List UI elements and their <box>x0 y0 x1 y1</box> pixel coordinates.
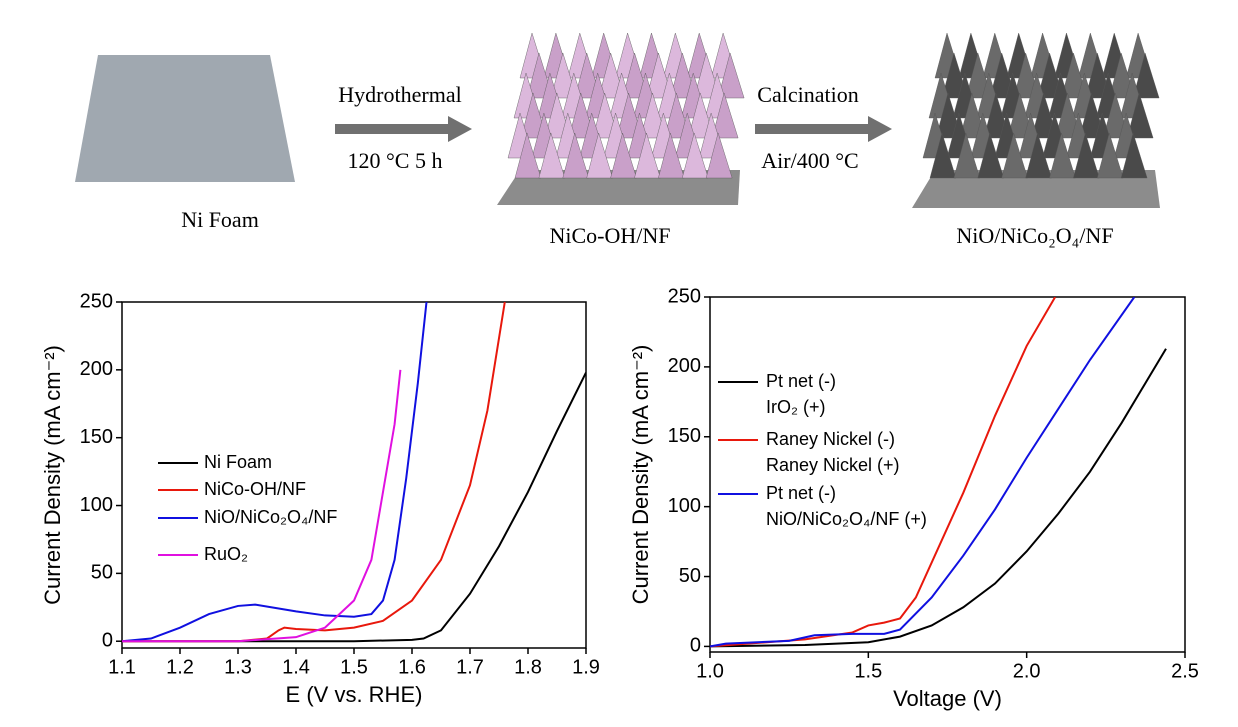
x-tick-label: 2.5 <box>1171 660 1199 682</box>
x-tick-label: 1.5 <box>340 656 368 678</box>
label: NiO/NiCo₂O₄/NF <box>956 223 1113 248</box>
fin <box>610 132 637 179</box>
series-line <box>122 302 506 643</box>
plate <box>497 170 740 205</box>
series-line <box>122 369 402 643</box>
series-line <box>122 372 586 643</box>
x-tick-label: 1.9 <box>572 656 600 678</box>
legend-label: NiO/NiCo₂O₄/NF (+) <box>766 509 927 529</box>
series-line <box>122 302 428 643</box>
label: 120 °C 5 h <box>348 148 443 173</box>
fin <box>711 92 739 139</box>
nio-structure <box>912 32 1160 208</box>
fin <box>705 132 733 179</box>
y-tick-label: 250 <box>668 285 701 307</box>
y-tick-label: 100 <box>80 494 113 516</box>
fin <box>586 132 613 179</box>
y-tick-label: 0 <box>102 629 113 651</box>
plot-frame <box>121 301 587 649</box>
chart: 0 50 100 150 200 250 1.0 1.5 2.0 2.5 Voltage (V) Cu… <box>628 285 1199 711</box>
x-axis-label: E (V vs. RHE) <box>286 682 423 707</box>
fin <box>562 132 590 179</box>
x-tick-label: 1.1 <box>108 656 136 678</box>
fin <box>1132 52 1160 99</box>
x-tick-label: 1.3 <box>224 656 252 678</box>
fin <box>929 132 957 179</box>
x-tick-label: 1.4 <box>282 656 310 678</box>
y-tick-label: 0 <box>690 635 701 657</box>
y-tick-label: 50 <box>91 562 113 584</box>
legend-label: Pt net (-) <box>766 371 836 391</box>
x-tick-label: 1.7 <box>456 656 484 678</box>
label: Calcination <box>757 82 858 107</box>
arrow <box>335 116 472 142</box>
y-axis-label: Current Density (mA cm⁻²) <box>628 345 653 605</box>
legend-label: RuO₂ <box>204 544 248 564</box>
fin <box>634 132 661 179</box>
fin <box>1049 132 1076 179</box>
fin <box>681 132 709 179</box>
fin <box>717 52 745 99</box>
x-tick-label: 1.2 <box>166 656 194 678</box>
y-tick-label: 200 <box>80 358 113 380</box>
label: Air/400 °C <box>761 148 858 173</box>
fin <box>1126 92 1154 139</box>
nico-oh-structure <box>497 32 745 205</box>
fin <box>1025 132 1052 179</box>
x-tick-label: 2.0 <box>1013 660 1041 682</box>
label: Hydrothermal <box>338 82 461 107</box>
ni-foam-plate <box>75 55 295 182</box>
label: NiCo-OH/NF <box>549 223 670 248</box>
fin <box>1073 132 1100 179</box>
schematic: Ni Foam Hydrothermal 120 °C 5 h NiCo-OH/… <box>75 32 1160 248</box>
y-tick-label: 100 <box>668 495 701 517</box>
fin <box>658 132 685 179</box>
x-axis-label: Voltage (V) <box>893 686 1002 711</box>
y-tick-label: 250 <box>80 290 113 312</box>
y-tick-label: 50 <box>679 565 701 587</box>
legend-label: Pt net (-) <box>766 483 836 503</box>
fin <box>1120 132 1148 179</box>
fin <box>953 132 981 179</box>
y-tick-label: 200 <box>668 355 701 377</box>
legend-label: NiO/NiCo₂O₄/NF <box>204 507 337 527</box>
legend-label: Raney Nickel (-) <box>766 429 895 449</box>
plot-frame <box>709 296 1186 653</box>
fin <box>538 132 566 179</box>
x-tick-label: 1.0 <box>696 660 724 682</box>
fin <box>977 132 1005 179</box>
fin <box>1096 132 1124 179</box>
series-line <box>710 348 1167 648</box>
legend-label: Ni Foam <box>204 452 272 472</box>
plate <box>912 170 1160 208</box>
fin <box>514 132 542 179</box>
legend-label: IrO₂ (+) <box>766 397 825 417</box>
chart: 0 50 100 150 200 250 1.1 1.2 1.3 1.4 1.5 1.6 1.7 1.8 1… <box>40 290 600 707</box>
x-tick-label: 1.5 <box>854 660 882 682</box>
x-tick-label: 1.8 <box>514 656 542 678</box>
series-line <box>710 297 1136 648</box>
y-axis-label: Current Density (mA cm⁻²) <box>40 345 65 605</box>
y-tick-label: 150 <box>80 426 113 448</box>
x-tick-label: 1.6 <box>398 656 426 678</box>
legend-label: Raney Nickel (+) <box>766 455 900 475</box>
fin <box>1001 132 1028 179</box>
legend-label: NiCo-OH/NF <box>204 479 306 499</box>
y-tick-label: 150 <box>668 425 701 447</box>
arrow <box>755 116 892 142</box>
label: Ni Foam <box>181 207 259 232</box>
